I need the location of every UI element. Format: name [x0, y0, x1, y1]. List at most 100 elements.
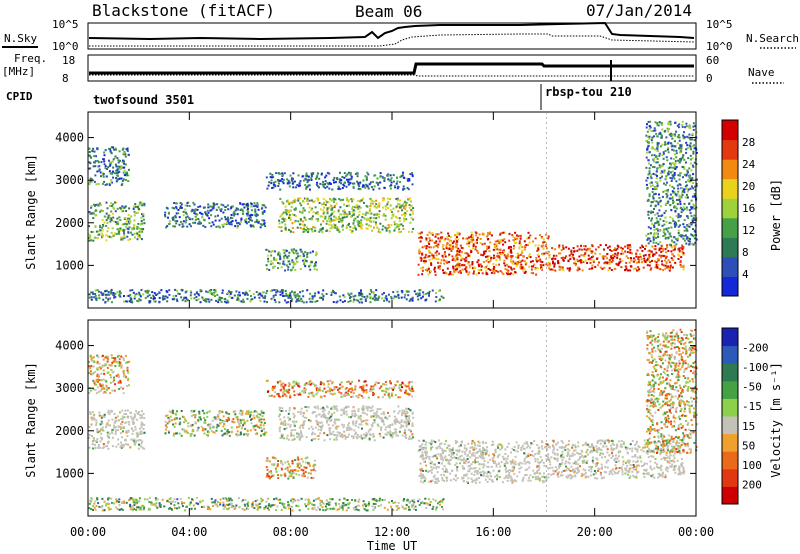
scatter-cell-0 — [95, 440, 98, 442]
scatter-cell-2 — [217, 214, 219, 217]
scatter-cell-7 — [631, 252, 633, 255]
scatter-cell-1 — [98, 169, 101, 172]
scatter-cell-4 — [359, 414, 362, 417]
scatter-cell-6 — [500, 239, 503, 241]
scatter-cell-6 — [521, 246, 524, 248]
scatter-cell-8 — [647, 226, 650, 229]
scatter-cell-9 — [320, 296, 322, 299]
scatter-cell-0 — [141, 202, 144, 205]
scatter-cell-6 — [482, 254, 485, 257]
scatter-cell-5 — [273, 265, 276, 268]
scatter-cell-1 — [105, 384, 108, 387]
scatter-cell-2 — [219, 208, 222, 211]
scatter-cell-0 — [101, 426, 104, 429]
scatter-cell-9 — [125, 300, 128, 303]
scatter-cell-1 — [125, 361, 128, 364]
scatter-cell-7 — [644, 247, 646, 250]
scatter-cell-8 — [687, 237, 690, 240]
scatter-cell-3 — [388, 387, 391, 390]
scatter-cell-3 — [315, 183, 318, 186]
scatter-cell-4 — [300, 211, 303, 214]
scatter-cell-0 — [106, 422, 109, 425]
scatter-cell-0 — [117, 438, 120, 441]
scatter-cell-6 — [417, 263, 420, 266]
scatter-cell-6 — [539, 260, 542, 263]
scatter-cell-2 — [213, 203, 216, 206]
scatter-cell-6 — [438, 267, 441, 270]
scatter-cell-4 — [356, 220, 359, 223]
scatter-cell-8 — [678, 198, 681, 201]
scatter-cell-8 — [646, 187, 649, 190]
scatter-cell-8 — [648, 137, 651, 140]
scatter-cell-3 — [268, 395, 271, 397]
scatter-cell-3 — [396, 180, 399, 183]
scatter-cell-0 — [99, 440, 102, 443]
scatter-cell-6 — [542, 241, 545, 244]
scatter-cell-1 — [89, 367, 92, 370]
scatter-cell-1 — [122, 387, 125, 390]
scatter-cell-4 — [324, 199, 327, 202]
scatter-cell-0 — [121, 415, 124, 418]
scatter-cell-4 — [316, 218, 319, 220]
scatter-cell-3 — [315, 384, 318, 387]
scatter-cell-3 — [333, 392, 336, 395]
scatter-cell-4 — [374, 223, 377, 226]
scatter-cell-4 — [283, 218, 286, 221]
scatter-cell-4 — [404, 208, 407, 211]
scatter-cell-7 — [608, 267, 611, 270]
scatter-cell-6 — [431, 239, 434, 242]
scatter-cell-9 — [358, 292, 361, 295]
scatter-cell-9 — [221, 292, 224, 294]
scatter-cell-3 — [320, 172, 323, 175]
scatter-cell-3 — [392, 174, 395, 177]
scatter-cell-1 — [124, 174, 127, 177]
scatter-cell-9 — [330, 291, 333, 294]
scatter-cell-0 — [119, 227, 122, 230]
scatter-cell-4 — [305, 197, 308, 200]
scatter-cell-6 — [467, 261, 470, 264]
scatter-cell-4 — [289, 218, 292, 221]
scatter-cell-8 — [655, 170, 658, 173]
scatter-cell-3 — [328, 187, 331, 190]
scatter-cell-1 — [92, 388, 95, 391]
scatter-cell-1 — [94, 370, 97, 373]
scatter-cell-1 — [111, 389, 114, 392]
scatter-cell-6 — [445, 260, 448, 263]
scatter-cell-3 — [297, 383, 300, 385]
scatter-cell-2 — [197, 426, 200, 429]
scatter-cell-4 — [314, 212, 317, 215]
scatter-cell-6 — [524, 271, 526, 274]
scatter-cell-8 — [675, 215, 678, 218]
scatter-cell-8 — [672, 175, 675, 178]
scatter-cell-4 — [336, 226, 338, 229]
scatter-cell-0 — [116, 207, 119, 210]
scatter-cell-2 — [246, 429, 249, 432]
scatter-cell-3 — [369, 388, 372, 391]
scatter-cell-3 — [317, 389, 319, 391]
scatter-cell-6 — [470, 231, 473, 234]
scatter-cell-1 — [109, 376, 112, 379]
scatter-cell-2 — [213, 431, 216, 434]
scatter-cell-2 — [207, 206, 210, 209]
scatter-cell-9 — [162, 298, 165, 301]
scatter-cell-8 — [673, 191, 676, 194]
scatter-cell-8 — [683, 173, 686, 176]
scatter-cell-6 — [454, 256, 457, 259]
scatter-cell-7 — [664, 264, 667, 267]
scatter-cell-4 — [304, 230, 307, 233]
scatter-cell-8 — [650, 181, 653, 184]
scatter-cell-0 — [122, 229, 125, 232]
scatter-cell-8 — [674, 133, 676, 136]
scatter-cell-8 — [675, 237, 678, 240]
scatter-cell-1 — [115, 172, 118, 175]
scatter-cell-7 — [645, 244, 648, 247]
scatter-cell-2 — [218, 410, 221, 412]
scatter-cell-2 — [257, 221, 260, 224]
scatter-cell-0 — [108, 413, 111, 416]
scatter-cell-9 — [276, 290, 279, 293]
scatter-cell-6 — [523, 248, 526, 251]
scatter-cell-6 — [424, 269, 427, 271]
scatter-cell-0 — [137, 235, 140, 238]
scatter-cell-7 — [661, 260, 663, 263]
scatter-cell-6 — [493, 254, 495, 257]
